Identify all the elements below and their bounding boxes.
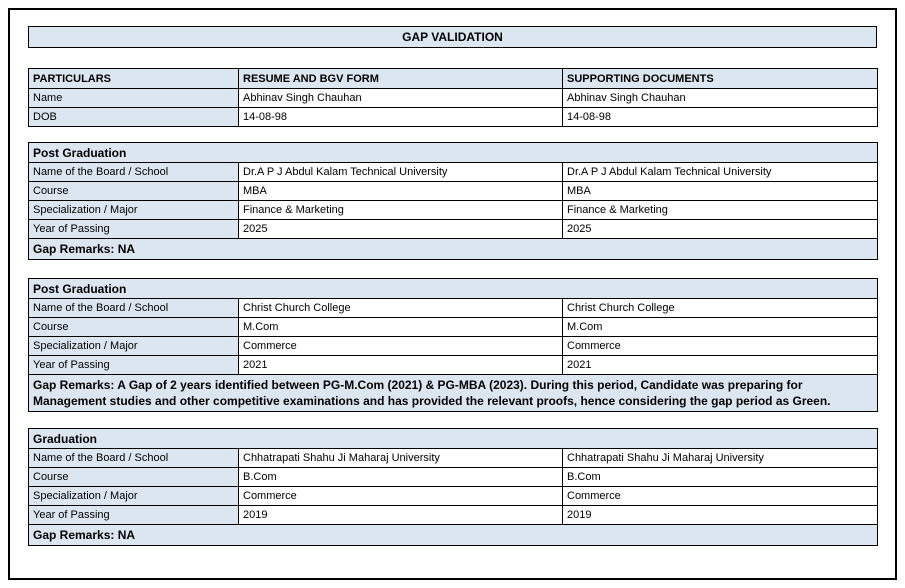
- resume-value: B.Com: [238, 467, 563, 487]
- section-heading-row: Post Graduation: [27, 142, 879, 163]
- supporting-value: B.Com: [561, 467, 879, 487]
- resume-value: Dr.A P J Abdul Kalam Technical Universit…: [238, 162, 563, 182]
- row-label: Year of Passing: [28, 219, 239, 239]
- table-row-board-school: Name of the Board / School Christ Church…: [28, 298, 879, 318]
- resume-value: 2025: [238, 219, 563, 239]
- table-row-year-of-passing: Year of Passing 2019 2019: [28, 505, 879, 525]
- table-row-specialization: Specialization / Major Commerce Commerce: [28, 486, 879, 506]
- resume-value: Chhatrapati Shahu Ji Maharaj University: [238, 448, 563, 468]
- supporting-value: Commerce: [561, 336, 879, 356]
- row-label: Course: [28, 467, 239, 487]
- row-label: Name of the Board / School: [28, 448, 239, 468]
- section-heading: Post Graduation: [27, 278, 879, 299]
- row-label: Specialization / Major: [28, 336, 239, 356]
- supporting-value: Abhinav Singh Chauhan: [562, 88, 878, 108]
- resume-value: Commerce: [238, 336, 563, 356]
- table-row-name: Name Abhinav Singh Chauhan Abhinav Singh…: [28, 88, 878, 108]
- section-heading-row: Post Graduation: [27, 278, 879, 299]
- row-label: Course: [28, 181, 239, 201]
- resume-value: 2021: [238, 355, 563, 375]
- supporting-value: 2025: [561, 219, 879, 239]
- supporting-value: M.Com: [561, 317, 879, 337]
- table-row-year-of-passing: Year of Passing 2025 2025: [28, 219, 879, 239]
- supporting-value: 14-08-98: [562, 107, 878, 127]
- section-heading: Graduation: [27, 428, 879, 449]
- supporting-value: 2019: [561, 505, 879, 525]
- row-label: Year of Passing: [28, 505, 239, 525]
- row-label: Name of the Board / School: [28, 298, 239, 318]
- resume-value: Abhinav Singh Chauhan: [238, 88, 563, 108]
- row-label: DOB: [28, 107, 239, 127]
- document-frame: GAP VALIDATION PARTICULARS RESUME AND BG…: [8, 8, 897, 580]
- row-label: Course: [28, 317, 239, 337]
- particulars-table: PARTICULARS RESUME AND BGV FORM SUPPORTI…: [28, 68, 878, 127]
- gap-remarks-row: Gap Remarks: NA: [27, 524, 879, 546]
- resume-value: 14-08-98: [238, 107, 563, 127]
- table-row-specialization: Specialization / Major Commerce Commerce: [28, 336, 879, 356]
- supporting-value: Chhatrapati Shahu Ji Maharaj University: [561, 448, 879, 468]
- row-label: Year of Passing: [28, 355, 239, 375]
- supporting-value: Commerce: [561, 486, 879, 506]
- gap-remarks-row: Gap Remarks: A Gap of 2 years identified…: [27, 374, 879, 412]
- section-table-post-graduation-2: Post Graduation Name of the Board / Scho…: [27, 278, 879, 412]
- resume-value: Finance & Marketing: [238, 200, 563, 220]
- table-row-dob: DOB 14-08-98 14-08-98: [28, 107, 878, 127]
- row-label: Name: [28, 88, 239, 108]
- supporting-value: Christ Church College: [561, 298, 879, 318]
- row-label: Name of the Board / School: [28, 162, 239, 182]
- table-row-specialization: Specialization / Major Finance & Marketi…: [28, 200, 879, 220]
- gap-remarks: Gap Remarks: NA: [27, 238, 879, 260]
- section-table-post-graduation-1: Post Graduation Name of the Board / Scho…: [27, 142, 879, 260]
- section-table-graduation: Graduation Name of the Board / School Ch…: [27, 428, 879, 546]
- table-row-board-school: Name of the Board / School Chhatrapati S…: [28, 448, 879, 468]
- row-label: Specialization / Major: [28, 200, 239, 220]
- resume-value: Christ Church College: [238, 298, 563, 318]
- resume-value: 2019: [238, 505, 563, 525]
- gap-remarks-row: Gap Remarks: NA: [27, 238, 879, 260]
- section-heading: Post Graduation: [27, 142, 879, 163]
- supporting-value: Finance & Marketing: [561, 200, 879, 220]
- header-resume-bgv-form: RESUME AND BGV FORM: [238, 68, 563, 89]
- header-particulars: PARTICULARS: [28, 68, 239, 89]
- supporting-value: 2021: [561, 355, 879, 375]
- gap-remarks: Gap Remarks: NA: [27, 524, 879, 546]
- section-heading-row: Graduation: [27, 428, 879, 449]
- table-row-course: Course MBA MBA: [28, 181, 879, 201]
- resume-value: Commerce: [238, 486, 563, 506]
- supporting-value: MBA: [561, 181, 879, 201]
- table-row-course: Course B.Com B.Com: [28, 467, 879, 487]
- supporting-value: Dr.A P J Abdul Kalam Technical Universit…: [561, 162, 879, 182]
- resume-value: MBA: [238, 181, 563, 201]
- header-supporting-documents: SUPPORTING DOCUMENTS: [562, 68, 878, 89]
- page-title: GAP VALIDATION: [28, 26, 877, 48]
- row-label: Specialization / Major: [28, 486, 239, 506]
- table-row-board-school: Name of the Board / School Dr.A P J Abdu…: [28, 162, 879, 182]
- gap-remarks: Gap Remarks: A Gap of 2 years identified…: [27, 374, 879, 412]
- resume-value: M.Com: [238, 317, 563, 337]
- table-row-year-of-passing: Year of Passing 2021 2021: [28, 355, 879, 375]
- table-header-row: PARTICULARS RESUME AND BGV FORM SUPPORTI…: [28, 68, 878, 89]
- table-row-course: Course M.Com M.Com: [28, 317, 879, 337]
